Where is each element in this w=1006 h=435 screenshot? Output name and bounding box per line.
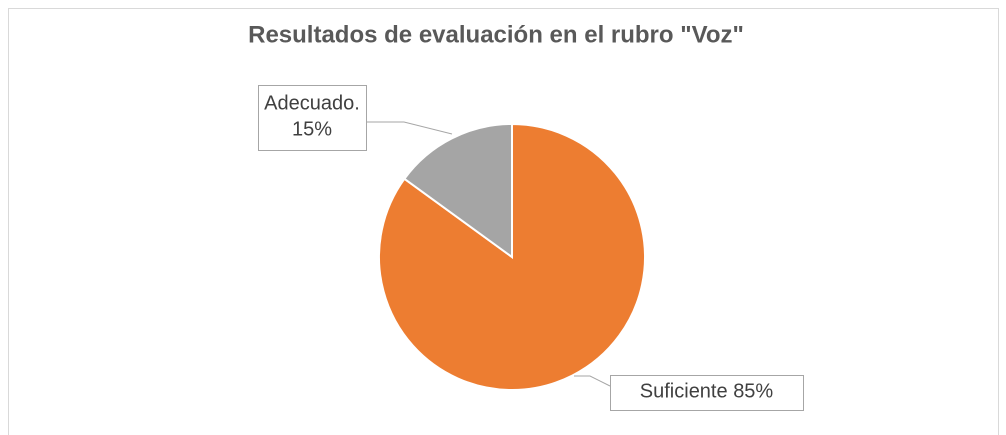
pie-slice — [403, 122, 513, 259]
data-label-category: Adecuado. — [264, 93, 360, 115]
data-label-box — [610, 375, 804, 411]
leader-line — [366, 121, 453, 135]
data-label: Adecuado. 15% — [264, 93, 360, 141]
data-label: Suficiente 85% — [640, 381, 774, 403]
chart-title: Resultados de evaluación en el rubro "Vo… — [248, 21, 744, 48]
leader-line — [574, 375, 611, 387]
data-label-value: 15% — [292, 119, 332, 141]
data-label-category: Suficiente — [640, 381, 728, 403]
data-label-box — [258, 85, 367, 151]
data-label-value: 85% — [733, 381, 773, 403]
